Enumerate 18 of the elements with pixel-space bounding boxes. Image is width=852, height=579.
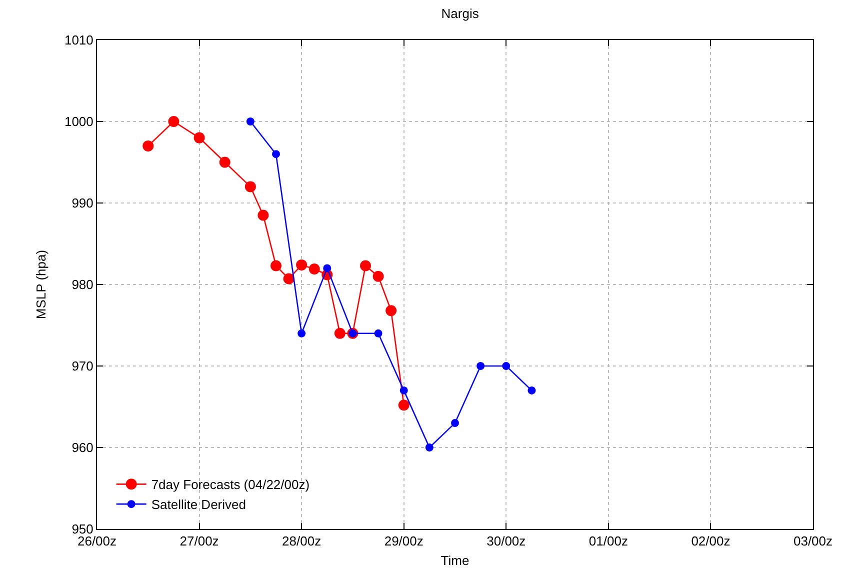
chart-title: Nargis: [441, 6, 480, 21]
y-tick-label: 980: [72, 277, 94, 292]
x-tick-label: 01/00z: [588, 534, 628, 549]
x-tick-label: 29/00z: [384, 534, 424, 549]
legend-label: 7day Forecasts (04/22/00z): [151, 477, 310, 492]
y-tick-label: 1010: [64, 32, 94, 48]
y-axis-title: MSLP (hpa): [33, 250, 48, 320]
y-tick-label: 970: [72, 358, 94, 374]
x-tick-label: 03/00z: [793, 534, 833, 549]
x-axis-title: Time: [440, 553, 470, 568]
y-tick-label: 960: [72, 440, 94, 456]
y-tick-label: 1000: [64, 114, 94, 130]
y-tick-label: 990: [72, 196, 94, 211]
legend-label: Satellite Derived: [151, 497, 246, 512]
x-tick-label: 27/00z: [180, 534, 219, 549]
x-tick-label: 28/00z: [282, 534, 322, 549]
x-tick-label: 30/00z: [486, 534, 526, 549]
x-tick-label: 02/00z: [691, 534, 730, 549]
